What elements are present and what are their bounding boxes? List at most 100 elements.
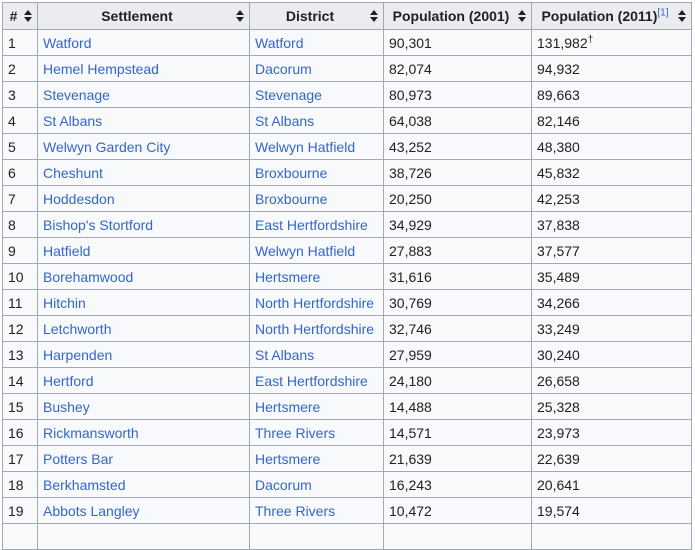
settlement-link[interactable]: Potters Bar <box>43 450 114 467</box>
district-link[interactable]: Three Rivers <box>255 424 336 441</box>
district-link[interactable]: Three Rivers <box>255 502 336 519</box>
column-header-settlement[interactable]: Settlement <box>37 2 250 30</box>
district-link[interactable]: Welwyn Hatfield <box>255 138 356 155</box>
district-link[interactable]: Dacorum <box>255 476 312 493</box>
district-cell: Hertsmere <box>249 263 384 290</box>
population-2011-cell: 23,973 <box>531 419 692 446</box>
district-link[interactable]: Broxbourne <box>255 164 328 181</box>
population-2011-cell: 30,240 <box>531 341 692 368</box>
settlement-link[interactable]: Abbots Langley <box>43 502 140 519</box>
district-link[interactable]: St Albans <box>255 346 315 363</box>
settlement-link[interactable]: Hatfield <box>43 242 91 259</box>
settlement-link[interactable]: St Albans <box>43 112 103 129</box>
rank-cell: 9 <box>2 237 38 264</box>
population-2001-cell: 14,488 <box>383 393 532 420</box>
settlement-cell: Borehamwood <box>37 263 250 290</box>
population-2011-cell: 89,663 <box>531 81 692 108</box>
settlement-cell: Hemel Hempstead <box>37 55 250 82</box>
sort-icon[interactable] <box>24 10 32 22</box>
district-cell: Welwyn Hatfield <box>249 237 384 264</box>
settlement-cell: Berkhamsted <box>37 471 250 498</box>
population-2011-value: 48,380 <box>537 138 580 155</box>
sort-icon[interactable] <box>518 10 526 22</box>
column-header-population-2011[interactable]: Population (2011)[1] <box>531 2 692 30</box>
population-2011-value: 26,658 <box>537 372 580 389</box>
settlement-link[interactable]: Hemel Hempstead <box>43 60 159 77</box>
population-2001-cell: 80,973 <box>383 81 532 108</box>
district-link[interactable]: Hertsmere <box>255 268 321 285</box>
population-2011-value: 37,838 <box>537 216 580 233</box>
district-link[interactable]: Broxbourne <box>255 190 328 207</box>
population-2011-value: 45,832 <box>537 164 580 181</box>
table-row: 12 Letchworth North Hertfordshire 32,746 33,… <box>2 315 692 342</box>
settlement-link[interactable]: Letchworth <box>43 320 112 337</box>
population-2001-cell: 38,726 <box>383 159 532 186</box>
population-2011-cell: 25,328 <box>531 393 692 420</box>
settlement-link[interactable]: Watford <box>43 34 92 51</box>
settlement-cell: Cheshunt <box>37 159 250 186</box>
reference-link[interactable]: [1] <box>657 7 669 19</box>
district-cell: Hertsmere <box>249 393 384 420</box>
rank-cell: 18 <box>2 471 38 498</box>
population-2011-cell: 82,146 <box>531 107 692 134</box>
population-2011-value: 131,982 <box>537 34 588 51</box>
settlement-link[interactable]: Welwyn Garden City <box>43 138 171 155</box>
column-header-label: Population (2001) <box>392 8 510 24</box>
sort-icon[interactable] <box>236 10 244 22</box>
settlement-link[interactable]: Rickmansworth <box>43 424 139 441</box>
district-link[interactable]: East Hertfordshire <box>255 216 368 233</box>
column-header-num[interactable]: # <box>2 2 38 30</box>
population-2011-value: 19,574 <box>537 502 580 519</box>
settlement-cell: Letchworth <box>37 315 250 342</box>
rank-cell <box>2 523 38 550</box>
rank-cell: 13 <box>2 341 38 368</box>
column-header-district[interactable]: District <box>249 2 384 30</box>
settlement-cell: Welwyn Garden City <box>37 133 250 160</box>
table-row: 9 Hatfield Welwyn Hatfield 27,883 37,577 <box>2 237 692 264</box>
table-row: 17 Potters Bar Hertsmere 21,639 22,639 <box>2 445 692 472</box>
settlement-link[interactable]: Bishop's Stortford <box>43 216 154 233</box>
rank-cell: 7 <box>2 185 38 212</box>
population-2001-cell: 20,250 <box>383 185 532 212</box>
settlement-link[interactable]: Hitchin <box>43 294 86 311</box>
settlement-cell: Bishop's Stortford <box>37 211 250 238</box>
population-2011-value: 89,663 <box>537 86 580 103</box>
district-link[interactable]: North Hertfordshire <box>255 320 375 337</box>
population-2011-cell: 45,832 <box>531 159 692 186</box>
rank-cell: 5 <box>2 133 38 160</box>
population-2001-cell: 32,746 <box>383 315 532 342</box>
district-cell: Hertsmere <box>249 445 384 472</box>
district-link[interactable]: East Hertfordshire <box>255 372 368 389</box>
settlement-link[interactable]: Cheshunt <box>43 164 103 181</box>
rank-cell: 19 <box>2 497 38 524</box>
settlement-link[interactable]: Hertford <box>43 372 94 389</box>
table-row: 11 Hitchin North Hertfordshire 30,769 34,266 <box>2 289 692 316</box>
district-link[interactable]: Watford <box>255 34 304 51</box>
settlement-link[interactable]: Harpenden <box>43 346 113 363</box>
settlement-link[interactable]: Stevenage <box>43 86 110 103</box>
sort-icon[interactable] <box>370 10 378 22</box>
district-link[interactable]: St Albans <box>255 112 315 129</box>
column-header-population-2001[interactable]: Population (2001) <box>383 2 532 30</box>
settlement-cell: Harpenden <box>37 341 250 368</box>
settlement-cell: St Albans <box>37 107 250 134</box>
settlement-link[interactable]: Berkhamsted <box>43 476 126 493</box>
district-cell: East Hertfordshire <box>249 367 384 394</box>
sort-icon[interactable] <box>678 10 686 22</box>
district-link[interactable]: Dacorum <box>255 60 312 77</box>
settlement-link[interactable]: Hoddesdon <box>43 190 115 207</box>
settlement-link[interactable]: Borehamwood <box>43 268 134 285</box>
rank-cell: 4 <box>2 107 38 134</box>
district-link[interactable]: Hertsmere <box>255 398 321 415</box>
district-link[interactable]: Hertsmere <box>255 450 321 467</box>
population-2011-cell: 22,639 <box>531 445 692 472</box>
population-2011-value: 37,577 <box>537 242 580 259</box>
population-2011-cell: 35,489 <box>531 263 692 290</box>
column-header-label: Population (2011) <box>541 8 658 24</box>
district-link[interactable]: Welwyn Hatfield <box>255 242 356 259</box>
district-link[interactable]: Stevenage <box>255 86 322 103</box>
table-row: 15 Bushey Hertsmere 14,488 25,328 <box>2 393 692 420</box>
settlement-link[interactable]: Bushey <box>43 398 90 415</box>
district-link[interactable]: North Hertfordshire <box>255 294 375 311</box>
district-cell: St Albans <box>249 107 384 134</box>
